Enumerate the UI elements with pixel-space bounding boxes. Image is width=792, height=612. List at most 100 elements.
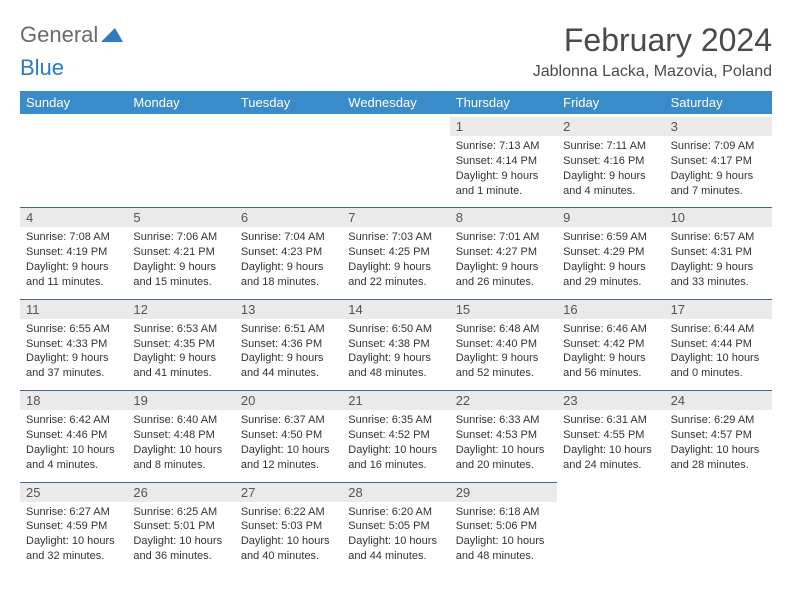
day-details: Sunrise: 7:11 AMSunset: 4:16 PMDaylight:…: [563, 139, 658, 198]
day-details: Sunrise: 6:29 AM Sunset: 4:57 PM Daylight:…: [671, 413, 766, 472]
sunrise: Sunrise: 6:37 AM: [241, 414, 325, 426]
sunrise: Sunrise: 7:08 AM: [26, 231, 110, 243]
sunset: Sunset: 4:57 PM: [671, 429, 752, 441]
logo-blue: Blue: [20, 55, 64, 80]
daylight-line1: Daylight: 9 hours: [563, 261, 646, 273]
sunset: Sunset: 4:50 PM: [241, 429, 322, 441]
logo-general: General: [20, 22, 98, 47]
sunrise: Sunrise: 6:42 AM: [26, 414, 110, 426]
sunset: Sunset: 5:05 PM: [348, 520, 429, 532]
day-number: 24: [665, 390, 772, 410]
calendar-cell: 21Sunrise: 6:35 AMSunset: 4:52 PMDayligh…: [342, 387, 449, 478]
sunrise: Sunrise: 6:55 AM: [26, 323, 110, 335]
sunset: Sunset: 4:29 PM: [563, 246, 644, 258]
daylight-line1: Daylight: 10 hours: [133, 535, 222, 547]
daylight-line1: Daylight: 10 hours: [671, 352, 760, 364]
sunrise: Sunrise: 7:01 AM: [456, 231, 540, 243]
day-number: 15: [450, 299, 557, 319]
day-details: Sunrise: 6:25 AMSunset: 5:01 PMDaylight:…: [133, 505, 228, 564]
day-details: Sunrise: 6:57 AMSunset: 4:31 PMDaylight:…: [671, 230, 766, 289]
daylight-line1: Daylight: 9 hours: [241, 261, 324, 273]
day-number: 12: [127, 299, 234, 319]
brand-logo: General Blue: [20, 22, 123, 81]
sunrise: Sunrise: 7:13 AM: [456, 140, 540, 152]
daylight-line1: Daylight: 9 hours: [671, 170, 754, 182]
daylight-line1: Daylight: 10 hours: [456, 535, 545, 547]
daylight-line2: and 52 minutes.: [456, 367, 534, 379]
day-number: 26: [127, 482, 234, 502]
calendar-cell: 18Sunrise: 6:42 AMSunset: 4:46 PMDayligh…: [20, 387, 127, 478]
sunrise: Sunrise: 6:29 AM: [671, 414, 755, 426]
daylight-line2: and 41 minutes.: [133, 367, 211, 379]
calendar-cell: 7Sunrise: 7:03 AMSunset: 4:25 PMDaylight…: [342, 204, 449, 295]
day-number: 8: [450, 207, 557, 227]
day-number: 18: [20, 390, 127, 410]
daylight-line1: Daylight: 9 hours: [241, 352, 324, 364]
daylight-line2: and 44 minutes.: [241, 367, 319, 379]
day-number: 19: [127, 390, 234, 410]
sunset: Sunset: 4:19 PM: [26, 246, 107, 258]
sunset: Sunset: 4:14 PM: [456, 155, 537, 167]
day-details: Sunrise: 6:33 AMSunset: 4:53 PMDaylight:…: [456, 413, 551, 472]
sunset: Sunset: 4:53 PM: [456, 429, 537, 441]
day-details: Sunrise: 6:44 AMSunset: 4:44 PMDaylight:…: [671, 322, 766, 381]
daylight-line1: Daylight: 9 hours: [456, 261, 539, 273]
sunrise: Sunrise: 6:48 AM: [456, 323, 540, 335]
sunset: Sunset: 4:17 PM: [671, 155, 752, 167]
daylight-line1: Daylight: 9 hours: [133, 352, 216, 364]
daylight-line1: Daylight: 10 hours: [348, 535, 437, 547]
daylight-line1: Daylight: 10 hours: [348, 444, 437, 456]
location: Jablonna Lacka, Mazovia, Poland: [533, 63, 772, 81]
calendar-cell: 2Sunrise: 7:11 AMSunset: 4:16 PMDaylight…: [557, 114, 664, 204]
daylight-line2: and 1 minute.: [456, 185, 523, 197]
day-details: Sunrise: 6:55 AMSunset: 4:33 PMDaylight:…: [26, 322, 121, 381]
sunset: Sunset: 4:36 PM: [241, 338, 322, 350]
calendar-cell: 27Sunrise: 6:22 AMSunset: 5:03 PMDayligh…: [235, 479, 342, 570]
calendar-cell: 16Sunrise: 6:46 AMSunset: 4:42 PMDayligh…: [557, 296, 664, 387]
day-number: 22: [450, 390, 557, 410]
sunrise: Sunrise: 7:11 AM: [563, 140, 646, 152]
day-details: Sunrise: 6:48 AMSunset: 4:40 PMDaylight:…: [456, 322, 551, 381]
calendar-cell-empty: [127, 114, 234, 204]
day-header: Friday: [557, 91, 664, 114]
sunrise: Sunrise: 6:59 AM: [563, 231, 647, 243]
sunset: Sunset: 4:42 PM: [563, 338, 644, 350]
day-details: Sunrise: 7:03 AMSunset: 4:25 PMDaylight:…: [348, 230, 443, 289]
calendar-cell: 9Sunrise: 6:59 AMSunset: 4:29 PMDaylight…: [557, 204, 664, 295]
daylight-line1: Daylight: 10 hours: [26, 444, 115, 456]
day-number: 14: [342, 299, 449, 319]
header: General Blue February 2024 Jablonna Lack…: [20, 22, 772, 81]
daylight-line2: and 48 minutes.: [456, 550, 534, 562]
day-details: Sunrise: 6:59 AM Sunset: 4:29 PM Daylight:…: [563, 230, 658, 289]
daylight-line2: and 0 minutes.: [671, 367, 743, 379]
day-number: 10: [665, 207, 772, 227]
daylight-line2: and 36 minutes.: [133, 550, 211, 562]
day-details: Sunrise: 7:01 AMSunset: 4:27 PMDaylight:…: [456, 230, 551, 289]
sunset: Sunset: 4:16 PM: [563, 155, 644, 167]
sunrise: Sunrise: 6:18 AM: [456, 506, 540, 518]
day-details: Sunrise: 6:22 AMSunset: 5:03 PMDaylight:…: [241, 505, 336, 564]
daylight-line2: and 32 minutes.: [26, 550, 104, 562]
sunrise: Sunrise: 6:40 AM: [133, 414, 217, 426]
day-details: Sunrise: 6:18 AMSunset: 5:06 PMDaylight:…: [456, 505, 551, 564]
calendar-cell: 6Sunrise: 7:04 AMSunset: 4:23 PMDaylight…: [235, 204, 342, 295]
logo-triangle-icon: [101, 28, 123, 47]
daylight-line2: and 4 minutes.: [26, 459, 98, 471]
daylight-line1: Daylight: 9 hours: [456, 352, 539, 364]
sunrise: Sunrise: 6:27 AM: [26, 506, 110, 518]
daylight-line1: Daylight: 10 hours: [671, 444, 760, 456]
day-header: Saturday: [665, 91, 772, 114]
day-number: 13: [235, 299, 342, 319]
calendar-cell: 14Sunrise: 6:50 AMSunset: 4:38 PMDayligh…: [342, 296, 449, 387]
sunrise: Sunrise: 6:57 AM: [671, 231, 755, 243]
sunset: Sunset: 4:44 PM: [671, 338, 752, 350]
daylight-line2: and 22 minutes.: [348, 276, 426, 288]
daylight-line2: and 48 minutes.: [348, 367, 426, 379]
daylight-line1: Daylight: 9 hours: [26, 352, 109, 364]
daylight-line2: and 8 minutes.: [133, 459, 205, 471]
calendar-cell-empty: [665, 479, 772, 570]
daylight-line1: Daylight: 10 hours: [241, 444, 330, 456]
sunset: Sunset: 4:55 PM: [563, 429, 644, 441]
sunrise: Sunrise: 6:31 AM: [563, 414, 647, 426]
day-number: 2: [557, 117, 664, 136]
